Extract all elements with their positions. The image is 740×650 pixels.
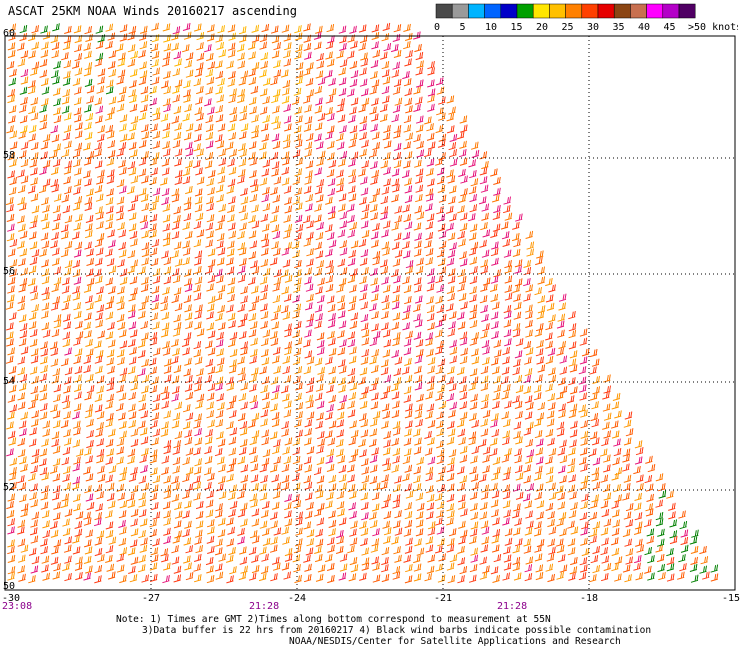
color-scale-box [532, 3, 550, 19]
color-scale-box [468, 3, 485, 19]
footnote-line: Note: 1) Times are GMT 2)Times along bot… [116, 614, 551, 625]
wind-barbs [5, 23, 643, 583]
lon-label: -21 [434, 593, 452, 604]
color-scale-box [581, 3, 599, 19]
color-scale-label: 35 [613, 22, 625, 32]
color-scale-label: 25 [562, 22, 574, 32]
color-scale-box [630, 3, 647, 19]
color-scale-label: 30 [587, 22, 599, 32]
color-scale-box [565, 3, 583, 19]
footnote-line: 3)Data buffer is 22 hrs from 20160217 4)… [142, 625, 652, 636]
wind-barbs [5, 23, 719, 584]
color-scale-label: 5 [460, 22, 466, 32]
wind-barbs [6, 22, 710, 584]
color-scale-box [662, 3, 680, 19]
color-scale-label: 10 [485, 22, 497, 32]
lon-label: -30 [2, 593, 20, 604]
color-scale-box [678, 3, 696, 19]
time-label: 23:08 [2, 601, 32, 612]
time-label: 21:28 [497, 601, 527, 612]
color-scale-box [451, 3, 469, 19]
color-scale-box [484, 3, 502, 19]
lat-label: 60 [3, 28, 15, 39]
wind-barbs [6, 22, 689, 584]
lat-label: 50 [3, 581, 15, 592]
footnote-line: NOAA/NESDIS/Center for Satellite Applica… [289, 636, 621, 647]
color-scale-labels: 0 5 10 15 20 25 30 35 40 45 >50 knots [434, 22, 738, 32]
color-scale-boxes [435, 3, 696, 19]
wind-barb-field [5, 22, 719, 584]
lon-label: -18 [580, 593, 598, 604]
color-scale-box [516, 3, 534, 19]
color-scale-label: 20 [536, 22, 548, 32]
lat-lon-grid [5, 36, 735, 590]
lat-label: 52 [3, 482, 15, 493]
color-scale-box [435, 3, 453, 19]
wind-speed-color-scale: 0 5 10 15 20 25 30 35 40 45 >50 knots [434, 3, 738, 32]
lon-label: -15 [722, 593, 740, 604]
color-scale-box [500, 3, 518, 19]
lon-label: -27 [142, 593, 160, 604]
wind-barbs [19, 24, 303, 140]
lon-label: -24 [288, 593, 306, 604]
color-scale-label: 40 [638, 22, 650, 32]
lat-label: 56 [3, 266, 15, 277]
color-scale-box [549, 3, 566, 19]
color-scale-box [597, 3, 615, 19]
color-scale-label: 45 [664, 22, 676, 32]
color-scale-box [613, 3, 631, 19]
color-scale-label: >50 knots [688, 22, 738, 32]
lat-label: 58 [3, 150, 15, 161]
color-scale-label: 15 [511, 22, 523, 32]
map-frame [4, 35, 736, 591]
wind-barbs [8, 23, 719, 583]
map-title: ASCAT 25KM NOAA Winds 20160217 ascending [8, 4, 297, 18]
color-scale-label: 0 [434, 22, 440, 32]
wind-barbs [5, 22, 709, 584]
lat-label: 54 [3, 376, 15, 387]
color-scale-box [646, 3, 664, 19]
time-label: 21:28 [249, 601, 279, 612]
